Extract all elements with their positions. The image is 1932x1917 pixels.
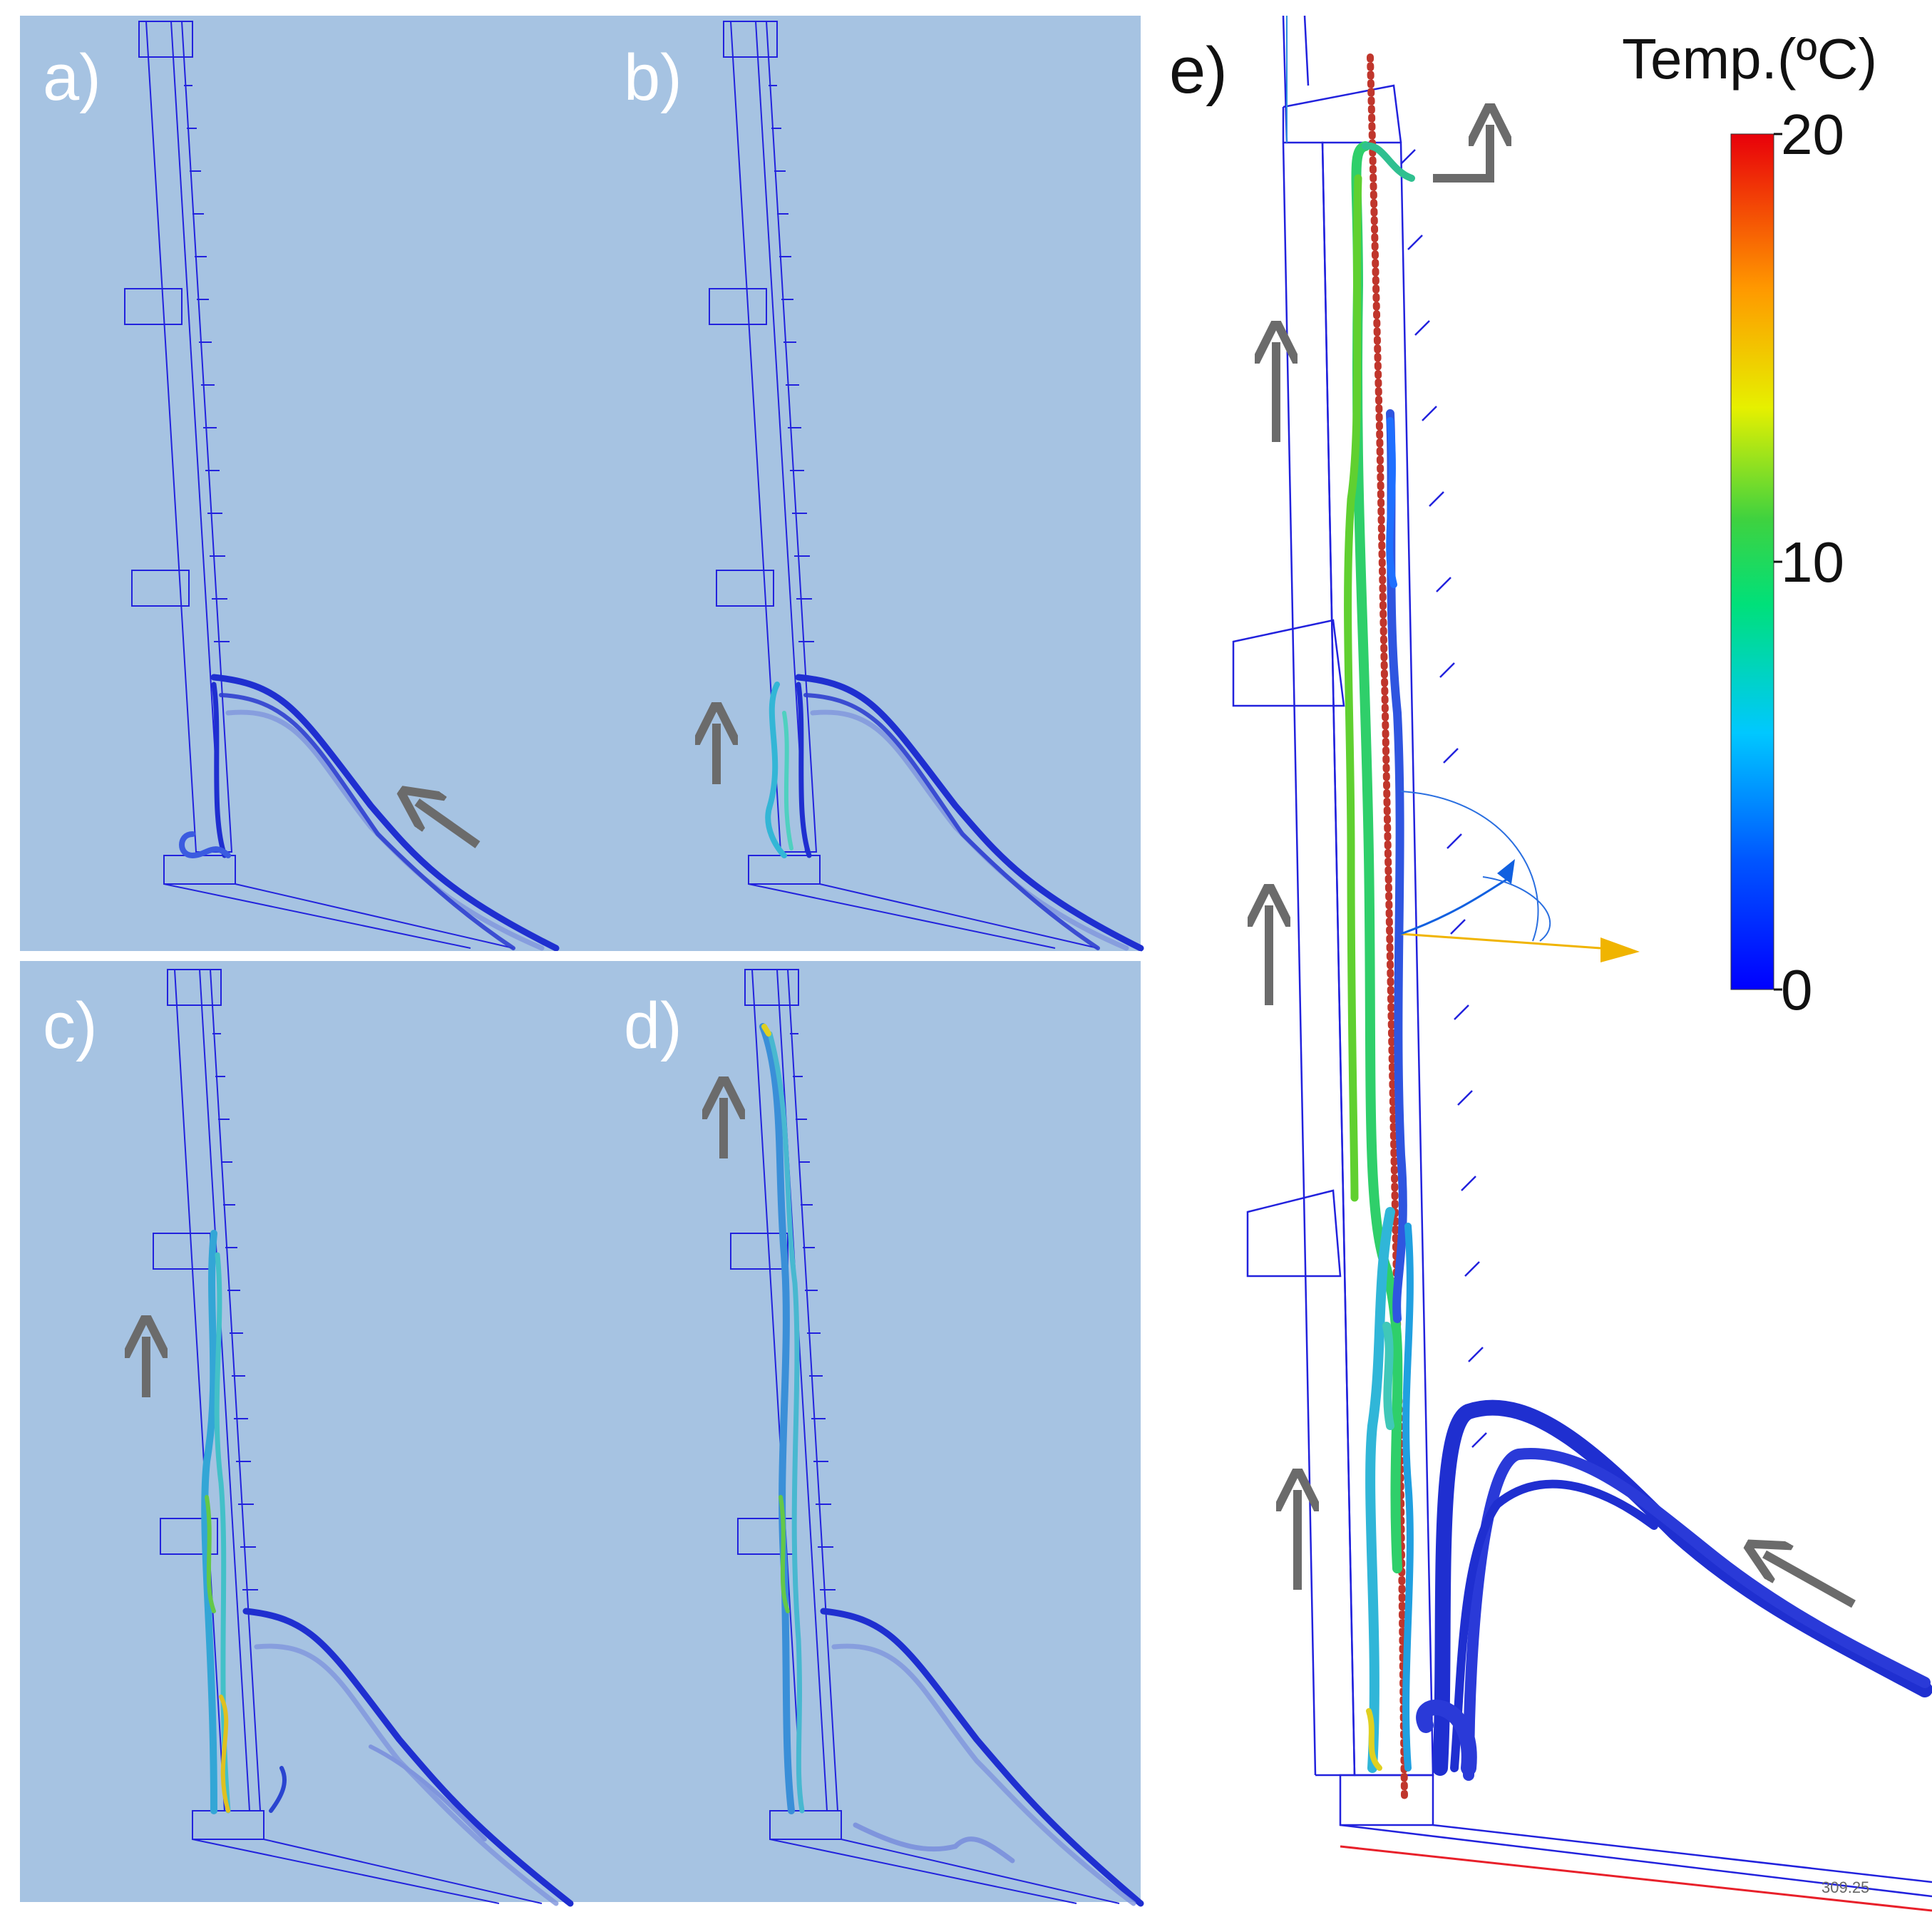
panel-a-label: a) — [43, 41, 101, 114]
panel-a-arrow — [417, 802, 481, 848]
row-divider — [20, 951, 1141, 961]
panel-a-streamlines — [179, 674, 560, 952]
panel-c-label: c) — [43, 990, 98, 1062]
panel-e-streamlines — [1344, 141, 1932, 1781]
panel-b-label: b) — [624, 41, 682, 114]
orientation-arrow-blue — [1497, 859, 1515, 884]
panel-b-streamlines — [765, 674, 1144, 952]
colorbar-title: Temp.(ºC) — [1622, 27, 1877, 91]
panel-e: e) — [1169, 15, 1932, 1912]
panel-e-probe-line — [1367, 53, 1408, 1800]
colorbar: Temp.(ºC) 20 10 0 — [1622, 27, 1877, 1022]
colorbar-tick-label: 0 — [1781, 958, 1813, 1022]
panel-d-label: d) — [624, 990, 682, 1062]
colorbar-gradient — [1730, 133, 1774, 990]
panel-a-wireframe — [124, 21, 514, 949]
panel-b-wireframe — [709, 21, 1099, 949]
panel-d-streamlines — [759, 1023, 1144, 1907]
panel-e-axis-red — [1340, 1845, 1932, 1912]
colorbar-ticks: 20 10 0 — [1774, 103, 1844, 1022]
panel-e-wireframe — [1232, 15, 1932, 1898]
panel-c-streamlines — [201, 1230, 574, 1907]
colorbar-tick-label: 20 — [1781, 103, 1844, 166]
panel-c-background — [20, 961, 1141, 1902]
orientation-arrow-yellow — [1600, 937, 1640, 962]
panel-e-arrow-4 — [1764, 1554, 1856, 1608]
panel-a-background — [20, 16, 1141, 951]
panel-b: b) — [624, 21, 1144, 952]
panel-d: d) — [624, 969, 1144, 1907]
panel-e-arrow-outlet — [1433, 125, 1490, 183]
panel-c: c) — [20, 961, 1141, 1907]
panel-a: a) — [20, 16, 1141, 952]
colorbar-tick-label: 10 — [1781, 530, 1844, 594]
coordinate-readout: 309.25 — [1821, 1879, 1869, 1896]
panel-e-orientation-widget — [1400, 791, 1640, 962]
panel-e-label: e) — [1169, 34, 1228, 107]
